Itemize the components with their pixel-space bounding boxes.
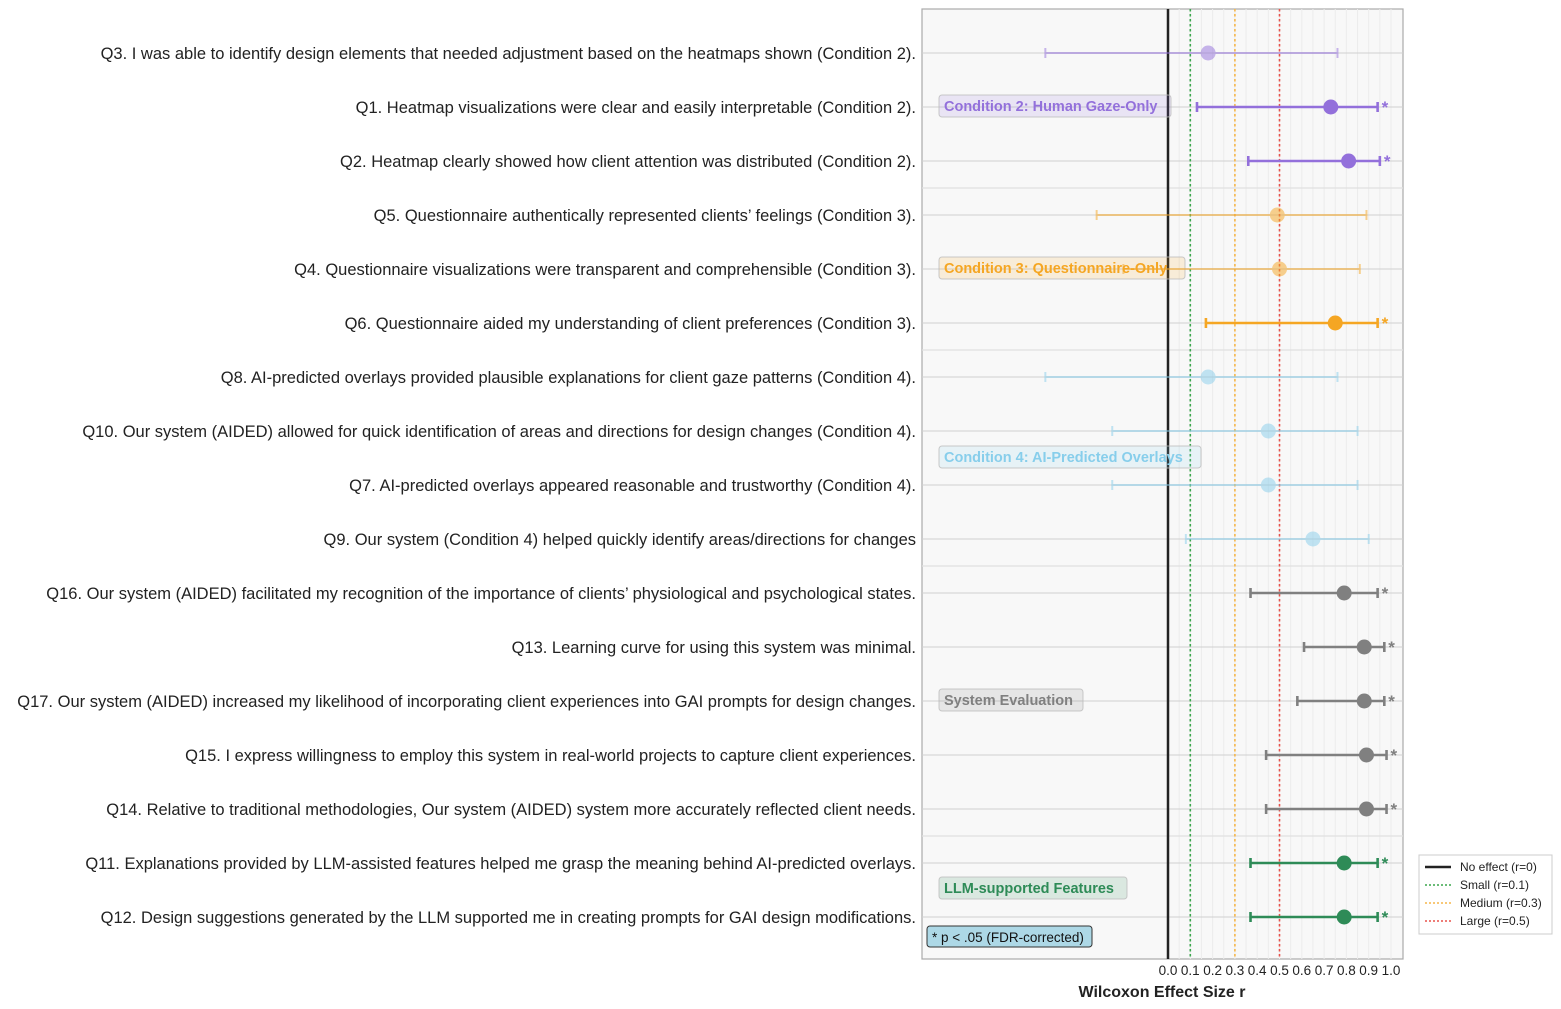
- y-tick-label: Q13. Learning curve for using this syste…: [512, 639, 916, 657]
- effect-point: [1341, 153, 1357, 169]
- effect-point: [1269, 207, 1285, 223]
- significance-star: *: [1391, 800, 1398, 819]
- x-tick-label: 0.8: [1337, 963, 1356, 978]
- significance-star: *: [1382, 854, 1389, 873]
- data-row: [1111, 423, 1359, 439]
- data-row: [1249, 909, 1379, 925]
- y-tick-label: Q9. Our system (Condition 4) helped quic…: [324, 531, 916, 549]
- y-tick-label: Q17. Our system (AIDED) increased my lik…: [17, 693, 916, 711]
- x-tick-label: 0.2: [1203, 963, 1222, 978]
- group-label: Condition 4: AI-Predicted Overlays: [944, 450, 1183, 466]
- y-tick-label: Q1. Heatmap visualizations were clear an…: [356, 99, 916, 117]
- group-label: Condition 2: Human Gaze-Only: [944, 99, 1157, 115]
- y-tick-label: Q16. Our system (AIDED) facilitated my r…: [46, 585, 916, 603]
- data-row: [1249, 585, 1379, 601]
- group-label: LLM-supported Features: [944, 881, 1114, 897]
- data-row: [1264, 747, 1388, 763]
- x-tick-label: 0.4: [1248, 963, 1267, 978]
- y-tick-label: Q5. Questionnaire authentically represen…: [374, 207, 916, 225]
- effect-point: [1305, 531, 1321, 547]
- group-label-box: [938, 445, 1202, 469]
- effect-point: [1336, 585, 1352, 601]
- y-tick-label: Q6. Questionnaire aided my understanding…: [345, 315, 916, 333]
- effect-point: [1200, 45, 1216, 61]
- group-label-box: [938, 876, 1128, 900]
- effect-point: [1323, 99, 1339, 115]
- group-label: Condition 3: Questionnaire-Only: [944, 261, 1167, 277]
- data-row: [1195, 99, 1379, 115]
- group-label: System Evaluation: [944, 693, 1073, 709]
- y-tick-label: Q15. I express willingness to employ thi…: [185, 747, 916, 765]
- note-text: * p < .05 (FDR-corrected): [932, 930, 1084, 945]
- data-row: [1249, 855, 1379, 871]
- y-axis-labels: Q3. I was able to identify design elemen…: [17, 45, 916, 927]
- effect-point: [1200, 369, 1216, 385]
- effect-point: [1356, 693, 1372, 709]
- effect-point: [1358, 801, 1374, 817]
- data-row: [1264, 801, 1388, 817]
- x-tick-label: 0.0: [1159, 963, 1178, 978]
- effect-point: [1356, 639, 1372, 655]
- effect-point: [1260, 423, 1276, 439]
- data-row: [1122, 261, 1361, 277]
- significance-star: *: [1388, 692, 1395, 711]
- y-tick-label: Q12. Design suggestions generated by the…: [101, 909, 916, 927]
- effect-point: [1358, 747, 1374, 763]
- y-tick-label: Q8. AI-predicted overlays provided plaus…: [221, 369, 916, 387]
- x-tick-label: 1.0: [1382, 963, 1401, 978]
- significance-star: *: [1382, 584, 1389, 603]
- effect-point: [1260, 477, 1276, 493]
- data-row: [1184, 531, 1370, 547]
- y-tick-label: Q11. Explanations provided by LLM-assist…: [85, 855, 916, 873]
- significance-star: *: [1382, 908, 1389, 927]
- data-series: * * * * * * * * * *: [1044, 45, 1398, 927]
- significance-star: *: [1384, 152, 1391, 171]
- data-row: [1296, 693, 1386, 709]
- y-tick-label: Q3. I was able to identify design elemen…: [101, 45, 916, 63]
- y-tick-label: Q7. AI-predicted overlays appeared reaso…: [349, 477, 916, 495]
- x-axis-ticks: 0.0 0.1 0.2 0.3 0.4 0.5 0.6 0.7 0.8 0.9 1.0: [1159, 963, 1401, 978]
- x-tick-label: 0.3: [1226, 963, 1245, 978]
- data-row: [1246, 153, 1382, 169]
- data-row: [1111, 477, 1359, 493]
- data-row: [1204, 315, 1379, 331]
- legend-entry: Small (r=0.1): [1460, 878, 1529, 892]
- effect-point: [1327, 315, 1343, 331]
- effect-point: [1336, 855, 1352, 871]
- significance-star: *: [1382, 314, 1389, 333]
- x-axis-title: Wilcoxon Effect Size r: [1079, 984, 1246, 1001]
- y-tick-label: Q4. Questionnaire visualizations were tr…: [294, 261, 916, 279]
- legend-entry: No effect (r=0): [1460, 860, 1537, 874]
- y-tick-label: Q2. Heatmap clearly showed how client at…: [340, 153, 916, 171]
- note-box: [926, 925, 1093, 948]
- x-tick-label: 0.5: [1270, 963, 1289, 978]
- y-tick-label: Q14. Relative to traditional methodologi…: [106, 801, 916, 819]
- data-row: [1044, 369, 1339, 385]
- data-row: [1095, 207, 1368, 223]
- group-label-box: [938, 688, 1084, 712]
- x-tick-label: 0.7: [1315, 963, 1334, 978]
- legend: No effect (r=0) Small (r=0.1) Medium (r=0.…: [1418, 854, 1553, 935]
- effect-point: [1272, 261, 1287, 277]
- data-row: [1044, 45, 1339, 61]
- significance-star: *: [1382, 98, 1389, 117]
- x-tick-label: 0.1: [1181, 963, 1200, 978]
- significance-star: *: [1388, 638, 1395, 657]
- legend-entry: Medium (r=0.3): [1460, 896, 1542, 910]
- significance-star: *: [1391, 746, 1398, 765]
- data-row: [1302, 639, 1386, 655]
- x-tick-label: 0.6: [1292, 963, 1311, 978]
- y-tick-label: Q10. Our system (AIDED) allowed for quic…: [82, 423, 916, 441]
- x-tick-label: 0.9: [1359, 963, 1378, 978]
- legend-entry: Large (r=0.5): [1460, 914, 1530, 928]
- group-label-box: [938, 94, 1172, 118]
- significance-note: * p < .05 (FDR-corrected): [926, 925, 1093, 948]
- group-labels: Condition 2: Human Gaze-Only Condition 3:…: [938, 94, 1202, 900]
- effect-point: [1336, 909, 1352, 925]
